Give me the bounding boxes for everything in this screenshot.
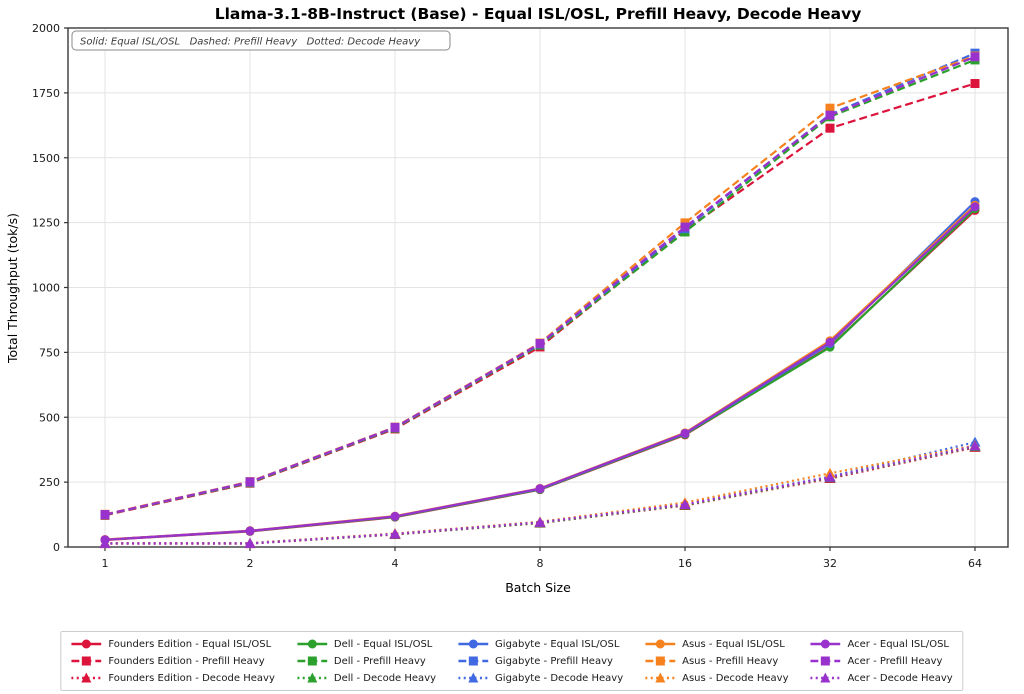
y-tick-label: 1000 xyxy=(32,282,60,295)
legend-marker-triangle-icon xyxy=(810,672,841,683)
legend-item-dell-prefill-heavy: Dell - Prefill Heavy xyxy=(296,653,436,669)
annotation-box xyxy=(71,30,451,51)
marker-acer-prefill-heavy xyxy=(825,110,835,120)
legend-marker-square-icon xyxy=(71,656,102,666)
legend-marker-square-icon xyxy=(810,656,841,666)
legend-item-acer-equal-isl-osl: Acer - Equal ISL/OSL xyxy=(810,636,952,652)
chart-legend: Founders Edition - Equal ISL/OSL Founders… xyxy=(60,631,964,691)
y-axis-label: Total Throughput (tok/s) xyxy=(5,213,20,364)
legend-label: Acer - Equal ISL/OSL xyxy=(847,638,950,650)
x-axis-label: Batch Size xyxy=(505,580,571,595)
legend-label: Gigabyte - Equal ISL/OSL xyxy=(495,638,620,650)
legend-label: Gigabyte - Prefill Heavy xyxy=(495,655,613,667)
legend-marker-circle-icon xyxy=(71,639,102,649)
marker-asus-prefill-heavy xyxy=(825,103,835,113)
marker-acer-equal-isl-osl xyxy=(680,428,690,438)
marker-acer-equal-isl-osl xyxy=(390,511,400,521)
legend-marker-circle-icon xyxy=(810,639,841,649)
marker-acer-prefill-heavy xyxy=(535,339,545,349)
legend-item-founders-edition-prefill-heavy: Founders Edition - Prefill Heavy xyxy=(71,653,275,669)
marker-acer-equal-isl-osl xyxy=(825,337,835,347)
marker-acer-prefill-heavy xyxy=(390,422,400,432)
marker-founders-edition-prefill-heavy xyxy=(970,79,980,89)
legend-item-gigabyte-decode-heavy: Gigabyte - Decode Heavy xyxy=(458,670,623,686)
marker-acer-equal-isl-osl xyxy=(245,526,255,536)
x-tick-label: 1 xyxy=(102,557,109,570)
x-tick-label: 16 xyxy=(678,557,692,570)
marker-acer-prefill-heavy xyxy=(680,222,690,232)
marker-acer-prefill-heavy xyxy=(970,52,980,62)
legend-item-asus-prefill-heavy: Asus - Prefill Heavy xyxy=(645,653,788,669)
legend-item-asus-equal-isl-osl: Asus - Equal ISL/OSL xyxy=(645,636,788,652)
legend-marker-square-icon xyxy=(458,656,489,666)
legend-item-gigabyte-equal-isl-osl: Gigabyte - Equal ISL/OSL xyxy=(458,636,623,652)
legend-label: Dell - Decode Heavy xyxy=(333,672,437,684)
legend-item-dell-decode-heavy: Dell - Decode Heavy xyxy=(296,670,437,686)
x-tick-label: 2 xyxy=(247,557,254,570)
y-tick-label: 1750 xyxy=(32,87,60,100)
legend-item-gigabyte-prefill-heavy: Gigabyte - Prefill Heavy xyxy=(458,653,623,669)
marker-acer-decode-heavy xyxy=(244,537,256,548)
marker-acer-decode-heavy xyxy=(679,498,691,509)
legend-marker-circle-icon xyxy=(296,639,327,649)
legend-marker-triangle-icon xyxy=(645,672,676,683)
annotation-text: Solid: Equal ISL/OSL Dashed: Prefill Hea… xyxy=(80,37,421,48)
legend-label: Founders Edition - Equal ISL/OSL xyxy=(108,638,272,650)
legend-item-dell-equal-isl-osl: Dell - Equal ISL/OSL xyxy=(296,636,436,652)
legend-label: Dell - Prefill Heavy xyxy=(333,655,426,667)
legend-label: Founders Edition - Decode Heavy xyxy=(108,672,275,684)
legend-marker-circle-icon xyxy=(645,639,676,649)
legend-marker-triangle-icon xyxy=(296,672,327,683)
annotation-key: Solid: Equal ISL/OSL Dashed: Prefill Hea… xyxy=(71,30,451,51)
y-tick-label: 500 xyxy=(39,411,60,424)
marker-founders-edition-prefill-heavy xyxy=(825,123,835,133)
y-tick-label: 750 xyxy=(39,346,60,359)
marker-acer-prefill-heavy xyxy=(245,477,255,487)
marker-acer-decode-heavy xyxy=(389,528,401,539)
marker-acer-decode-heavy xyxy=(969,440,981,451)
y-tick-label: 2000 xyxy=(32,22,60,35)
legend-label: Asus - Decode Heavy xyxy=(682,672,789,684)
legend-marker-square-icon xyxy=(645,656,676,666)
plot-area: 0 250 500 750 1000 1250 1500 1750 2000 1 2 4 8 16 32 64 xyxy=(32,22,1009,570)
legend-marker-triangle-icon xyxy=(71,672,102,683)
legend-label: Asus - Prefill Heavy xyxy=(682,655,779,667)
legend-marker-triangle-icon xyxy=(458,672,489,683)
legend-label: Acer - Decode Heavy xyxy=(847,672,953,684)
x-tick-label: 4 xyxy=(392,557,399,570)
chart-canvas: Llama-3.1-8B-Instruct (Base) - Equal ISL… xyxy=(5,5,1009,595)
legend-label: Acer - Prefill Heavy xyxy=(847,655,943,667)
y-tick-label: 1500 xyxy=(32,152,60,165)
legend-item-asus-decode-heavy: Asus - Decode Heavy xyxy=(645,670,788,686)
y-tick-label: 1250 xyxy=(32,217,60,230)
x-tick-label: 32 xyxy=(823,557,837,570)
legend-label: Gigabyte - Decode Heavy xyxy=(495,672,624,684)
chart-title: Llama-3.1-8B-Instruct (Base) - Equal ISL… xyxy=(215,5,862,23)
marker-acer-decode-heavy xyxy=(99,537,111,548)
y-tick-label: 250 xyxy=(39,476,60,489)
legend-item-acer-decode-heavy: Acer - Decode Heavy xyxy=(810,670,953,686)
legend-item-founders-edition-decode-heavy: Founders Edition - Decode Heavy xyxy=(71,670,275,686)
y-tick-label: 0 xyxy=(53,541,60,554)
marker-acer-decode-heavy xyxy=(534,516,546,527)
legend-label: Asus - Equal ISL/OSL xyxy=(682,638,785,650)
legend-marker-circle-icon xyxy=(458,639,489,649)
legend-item-acer-prefill-heavy: Acer - Prefill Heavy xyxy=(810,653,952,669)
legend-label: Founders Edition - Prefill Heavy xyxy=(108,655,265,667)
marker-acer-equal-isl-osl xyxy=(970,202,980,212)
legend-label: Dell - Equal ISL/OSL xyxy=(333,638,433,650)
marker-acer-equal-isl-osl xyxy=(535,484,545,494)
x-tick-label: 8 xyxy=(537,557,544,570)
x-tick-label: 64 xyxy=(968,557,982,570)
marker-acer-prefill-heavy xyxy=(100,510,110,520)
marker-acer-decode-heavy xyxy=(824,471,836,482)
legend-marker-square-icon xyxy=(296,656,327,666)
legend-item-founders-edition-equal-isl-osl: Founders Edition - Equal ISL/OSL xyxy=(71,636,275,652)
